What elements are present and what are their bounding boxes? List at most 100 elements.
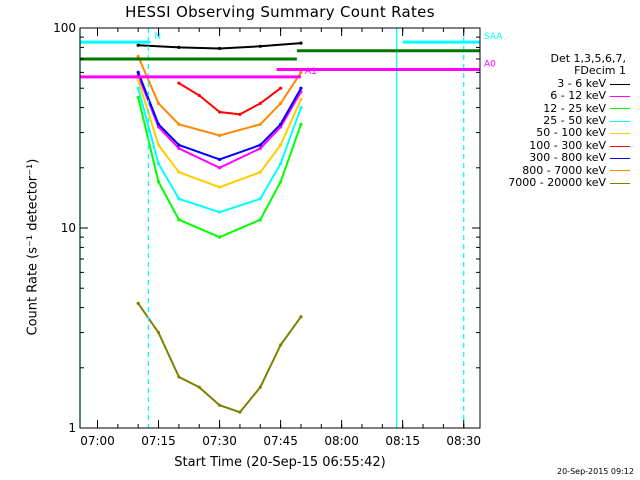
legend-entry-label: 12 - 25 keV	[543, 101, 606, 115]
x-axis-label: Start Time (20-Sep-15 06:55:42)	[174, 455, 386, 470]
series-3-point	[136, 86, 140, 90]
series-4-point	[258, 170, 262, 174]
series-6-point	[258, 143, 262, 147]
series-8-point	[217, 403, 222, 407]
series-4-point	[299, 97, 303, 101]
x-tick-label: 07:15	[141, 434, 176, 448]
legend-entry: 7000 - 20000 keV	[490, 176, 630, 190]
series-4-point	[177, 170, 181, 174]
series-8-point	[156, 330, 161, 335]
series-3-point	[299, 105, 303, 110]
legend-entry: 100 - 300 keV	[490, 138, 630, 152]
legend-entry-label: 7000 - 20000 keV	[508, 176, 606, 190]
series-2-point	[279, 180, 283, 184]
legend-entry: 12 - 25 keV	[490, 101, 630, 115]
series-8-point	[177, 375, 181, 379]
series-6-point	[136, 70, 140, 74]
x-tick-label: 08:15	[385, 434, 420, 448]
legend-swatch	[610, 145, 630, 147]
series-6-point	[217, 157, 222, 162]
flag-label-5: A1	[305, 67, 317, 77]
legend-entries: 3 - 6 keV 6 - 12 keV 12 - 25 keV 25 - 50 ke…	[490, 76, 630, 190]
x-tick-label: 07:45	[263, 434, 298, 448]
flag-label-0: N	[154, 32, 161, 42]
series-0-point	[217, 46, 222, 51]
series-2-point	[258, 218, 262, 222]
series-2-point	[177, 218, 181, 222]
series-7-point	[177, 122, 181, 126]
chart-title: HESSI Observing Summary Count Rates	[125, 3, 435, 21]
series-1-point	[177, 146, 181, 151]
series-5-point	[177, 81, 181, 85]
series-line-1	[137, 74, 302, 169]
series-2-point	[299, 122, 303, 126]
series-3-point	[258, 197, 262, 201]
legend-entry: 3 - 6 keV	[490, 76, 630, 90]
x-tick-label: 07:00	[80, 434, 115, 448]
series-5-point	[238, 112, 242, 116]
series-4-point	[136, 78, 140, 82]
series-3-point	[177, 197, 181, 201]
series-0-point	[258, 44, 262, 48]
series-6-point	[156, 122, 161, 126]
series-1-point	[258, 146, 262, 151]
series-4-point	[279, 143, 283, 147]
legend-swatch	[610, 108, 630, 110]
series-1-point	[217, 166, 222, 170]
series-4-point	[217, 185, 222, 189]
x-tick-label: 07:30	[202, 434, 237, 448]
series-7-point	[156, 101, 161, 105]
series-2-point	[217, 235, 222, 239]
legend-swatch	[610, 95, 630, 97]
series-6-point	[279, 122, 283, 126]
legend-entry-label: 50 - 100 keV	[536, 126, 606, 140]
legend-swatch	[610, 120, 630, 122]
axes-layer: 07:00 07:15 07:30 07:45 08:00 08:15 08:30 1 10 10…	[53, 21, 481, 448]
legend-swatch	[610, 182, 630, 184]
series-line-6	[137, 72, 302, 161]
legend-entry: 25 - 50 keV	[490, 114, 630, 127]
series-line-8	[137, 302, 302, 414]
legend-entry: 6 - 12 keV	[490, 89, 630, 102]
series-8-point	[258, 385, 262, 389]
legend-swatch	[610, 157, 630, 159]
y-axis-label: Count Rate (s⁻¹ detector⁻¹)	[25, 158, 41, 336]
legend-entry-label: 100 - 300 keV	[529, 138, 606, 152]
legend-entry: 800 - 7000 keV	[490, 163, 630, 177]
series-7-point	[136, 54, 140, 59]
legend-entry: 50 - 100 keV	[490, 127, 630, 139]
y-tick-label: 100	[53, 21, 76, 35]
legend-entry: 300 - 800 keV	[490, 151, 630, 164]
series-8-point	[279, 343, 283, 347]
series-8-point	[197, 385, 201, 389]
x-tick-label: 08:00	[324, 434, 359, 448]
series-5-point	[258, 101, 262, 105]
series-7-point	[217, 133, 222, 138]
legend-entry-label: 800 - 7000 keV	[522, 163, 606, 177]
series-0-point	[299, 41, 303, 45]
legend-swatch	[610, 83, 630, 85]
series-8-point	[136, 301, 140, 305]
series-2-point	[156, 180, 161, 184]
y-tick-label: 10	[61, 221, 76, 235]
series-4-point	[156, 143, 161, 147]
series-3-point	[217, 210, 222, 214]
series-3-point	[279, 161, 283, 166]
series-5-point	[197, 93, 201, 98]
series-2-point	[136, 95, 140, 99]
x-tick-label: 08:30	[446, 434, 481, 448]
series-7-point	[299, 70, 303, 74]
series-5-point	[279, 86, 283, 90]
series-6-point	[177, 143, 181, 147]
series-5-point	[217, 110, 222, 114]
legend-header-detectors: Det 1,3,5,6,7,	[550, 52, 626, 65]
series-8-point	[238, 410, 242, 414]
series-8-point	[299, 315, 303, 319]
flag-label-4: A0	[484, 60, 496, 70]
series-0-point	[136, 43, 140, 47]
series-line-5	[178, 82, 282, 116]
flag-label-1: SAA	[484, 32, 503, 42]
series-7-point	[279, 101, 283, 105]
legend-entry-label: 3 - 6 keV	[557, 76, 606, 90]
